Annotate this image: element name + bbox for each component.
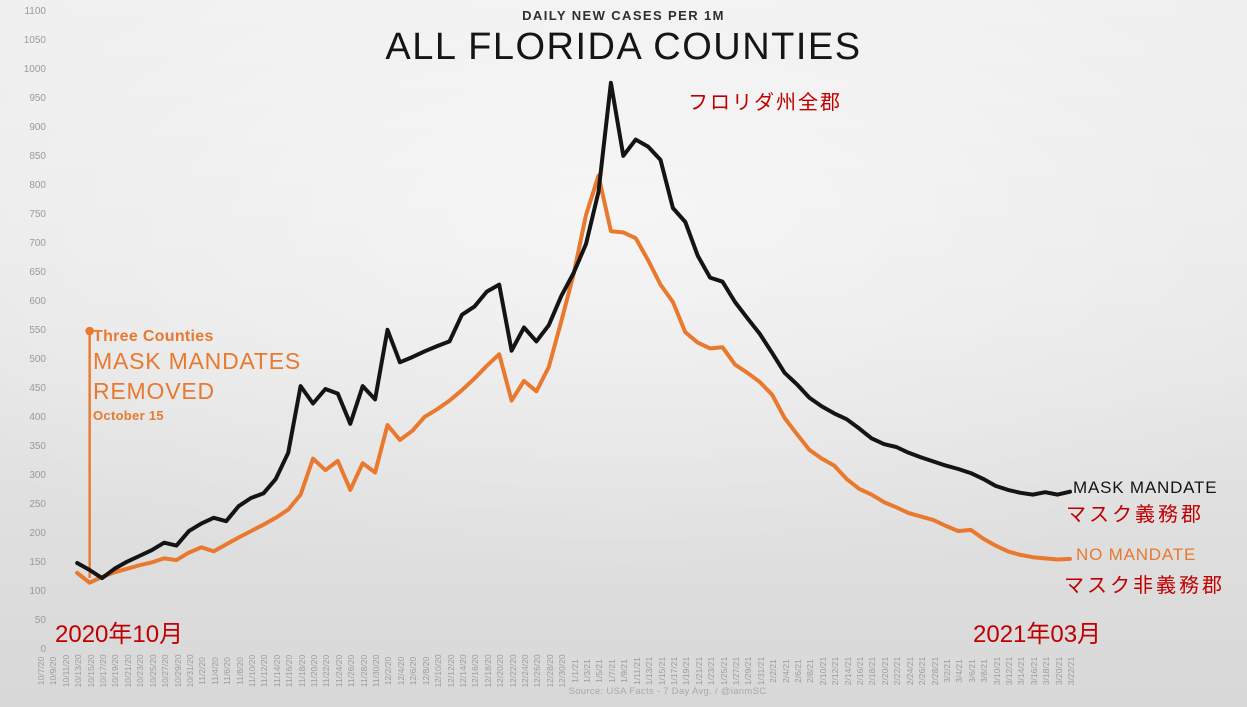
series-label-no-mandate: NO MANDATE (1076, 545, 1197, 564)
series-label-no-mandate-japanese: マスク非義務郡 (1064, 575, 1225, 597)
event-marker-dot (85, 326, 94, 336)
series-label-mask-mandate-japanese: マスク義務郡 (1066, 504, 1204, 526)
chart-subtitle: DAILY NEW CASES PER 1M (522, 8, 725, 23)
source-attribution: Source: USA Facts - 7 Day Avg. / @ianmSC (568, 686, 767, 697)
period-label-right: 2021年03月 (973, 621, 1102, 648)
series-line-mask-mandate (75, 80, 1072, 581)
chart-title-japanese: フロリダ州全郡 (688, 92, 842, 114)
period-label-left: 2020年10月 (55, 621, 184, 648)
chart-title: ALL FLORIDA COUNTIES (385, 26, 862, 68)
event-annotation-line1: Three Counties (93, 328, 214, 345)
event-annotation-line2: MASK MANDATES (93, 348, 302, 374)
series-label-mask-mandate: MASK MANDATE (1073, 478, 1218, 497)
event-annotation-line3: REMOVED (93, 378, 215, 404)
event-annotation-date: October 15 (93, 408, 164, 423)
